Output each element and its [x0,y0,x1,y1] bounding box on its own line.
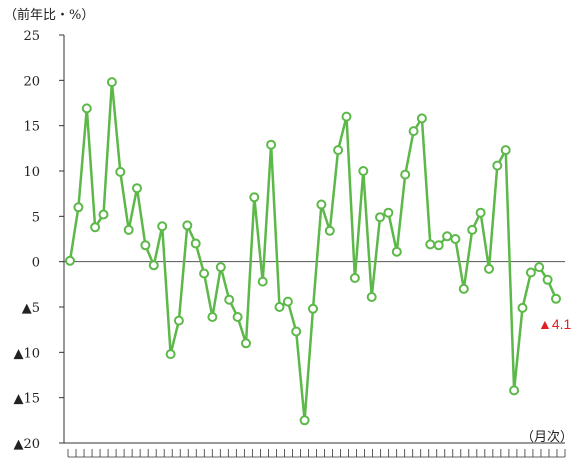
data-point [433,240,444,251]
data-point [148,260,159,271]
y-tick-label: 15 [23,120,40,135]
data-point [525,267,536,278]
series-line [68,80,558,422]
data-point [257,276,268,287]
data-point [375,212,385,223]
data-point [442,231,453,242]
data-point [450,234,461,244]
y-tick-label: ▲5 [22,301,40,316]
y-tick-label: ▲15 [13,392,40,407]
y-axis: 25 20 15 10 5 0 ▲5 ▲10 ▲15 ▲20 [13,29,64,452]
data-point [408,126,419,137]
data-point [341,111,352,122]
x-axis-ticks [67,449,566,458]
unit-label: （前年比・%） [4,7,94,23]
data-point [299,415,310,426]
y-tick-label: ▲20 [13,437,40,452]
data-point [115,166,126,177]
data-point [349,273,360,283]
data-point [90,222,101,233]
data-point [282,296,293,307]
data-point [207,312,218,322]
data-point [224,294,235,305]
y-tick-label: 5 [32,210,40,225]
data-point [492,160,503,171]
data-point [416,113,427,124]
data-point [509,385,520,396]
data-point [391,246,402,257]
data-point [274,302,285,312]
data-point [484,263,494,274]
data-point [517,302,528,313]
data-point [249,192,260,203]
data-point [241,338,251,349]
data-point [173,315,184,326]
series-points [65,77,561,426]
data-point [475,207,486,218]
data-point [467,224,478,235]
data-point [551,293,561,304]
data-point [400,169,411,180]
annotation-last-value: ▲4.1 [538,316,572,332]
data-point [123,224,134,235]
data-point [425,239,436,250]
y-tick-label: 10 [23,165,40,180]
data-point [81,103,92,114]
data-point [182,220,193,231]
y-tick-label: ▲10 [13,346,40,361]
data-point [316,199,327,210]
data-point [215,262,226,273]
data-point [534,262,545,273]
data-point [65,255,75,266]
data-point [132,183,142,194]
y-tick-label: 20 [23,74,40,89]
data-point [366,292,377,302]
y-tick-label: 0 [32,256,40,271]
data-point [358,166,369,176]
data-point [98,209,109,220]
data-point [73,202,84,213]
y-tick-label: 25 [23,29,40,44]
data-point [308,303,318,314]
data-point [232,312,243,322]
data-point [140,240,151,251]
data-point [500,145,511,156]
data-point [190,238,201,249]
data-point [542,274,553,285]
data-point [165,349,176,360]
data-point [157,221,168,232]
data-point [324,225,335,236]
data-point [383,207,394,218]
data-point [458,283,469,294]
data-point [333,145,344,156]
data-point [291,326,302,337]
data-point [106,77,117,88]
x-axis-label: （月次） [521,429,573,445]
data-point [266,139,277,150]
data-point [199,268,210,279]
